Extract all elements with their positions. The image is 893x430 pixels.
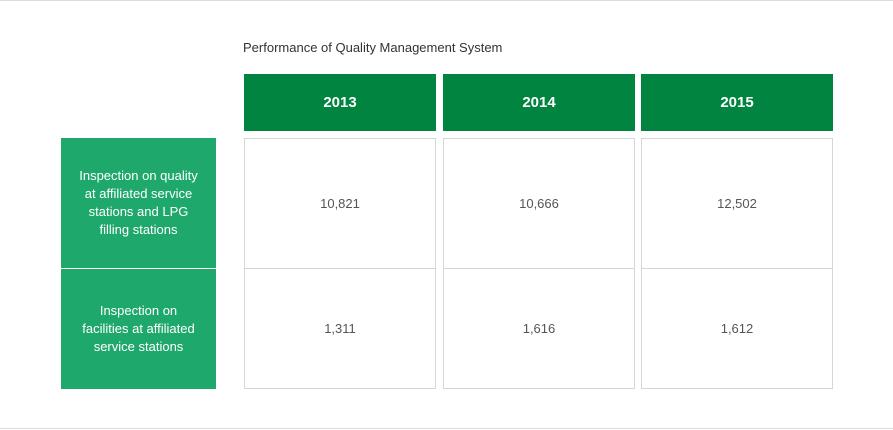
table-cell: 1,616 (443, 268, 635, 389)
top-divider (0, 0, 893, 1)
table-cell: 1,612 (641, 268, 833, 389)
column-header-2015: 2015 (641, 74, 833, 131)
table-cell: 10,666 (443, 138, 635, 269)
table-cell: 10,821 (244, 138, 436, 269)
row-header-facility-inspection: Inspection on facilities at affiliated s… (61, 268, 216, 389)
table-cell: 1,311 (244, 268, 436, 389)
table-caption: Performance of Quality Management System (243, 40, 503, 55)
bottom-divider (0, 428, 893, 429)
column-header-2014: 2014 (443, 74, 635, 131)
table-cell: 12,502 (641, 138, 833, 269)
row-header-quality-inspection: Inspection on quality at affiliated serv… (61, 138, 216, 268)
column-header-2013: 2013 (244, 74, 436, 131)
